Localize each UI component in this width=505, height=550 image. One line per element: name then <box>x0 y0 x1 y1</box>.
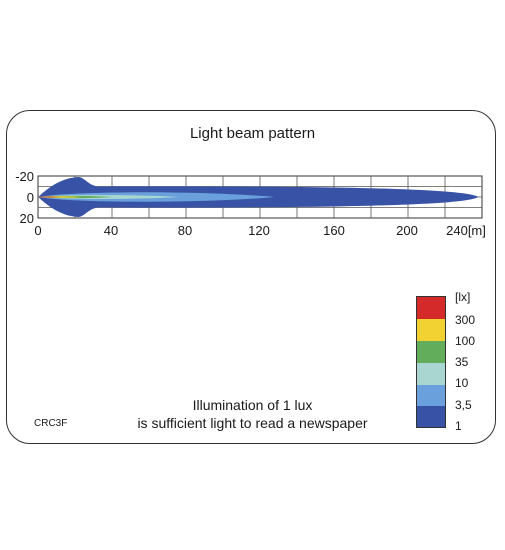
legend-swatch-300 <box>417 297 445 319</box>
legend-title: [lx] <box>455 290 471 304</box>
x-tick-label: 40 <box>103 223 119 238</box>
legend-swatch-3-5 <box>417 385 445 406</box>
legend-label: 300 <box>455 313 476 327</box>
caption-line-2: is sufficient light to read a newspaper <box>137 415 368 431</box>
chart-panel <box>6 110 496 444</box>
chart-title: Light beam pattern <box>189 125 316 142</box>
model-code: CRC3F <box>34 418 68 429</box>
y-tick-label: -20 <box>15 169 34 184</box>
y-tick-label: 20 <box>19 211 34 226</box>
y-tick-label: 0 <box>26 190 34 205</box>
caption-line-1: Illumination of 1 lux <box>192 397 313 413</box>
legend-label: 3,5 <box>455 398 472 412</box>
x-tick-label: 0 <box>34 223 42 238</box>
legend-label: 1 <box>455 419 462 433</box>
legend-label: 35 <box>455 355 469 369</box>
legend-swatch-10 <box>417 363 445 385</box>
x-tick-label: 80 <box>177 223 193 238</box>
x-tick-label: 240[m] <box>446 223 486 238</box>
beam-contour-300-lux <box>38 196 61 198</box>
legend-swatch-100 <box>417 319 445 341</box>
x-tick-label: 200 <box>396 223 418 238</box>
legend-label: 100 <box>455 334 476 348</box>
x-tick-label: 160 <box>323 223 345 238</box>
legend-colorbar <box>416 296 446 428</box>
x-tick-label: 120 <box>248 223 270 238</box>
legend-swatch-35 <box>417 341 445 363</box>
legend-swatch-1 <box>417 406 445 427</box>
legend-label: 10 <box>455 376 469 390</box>
